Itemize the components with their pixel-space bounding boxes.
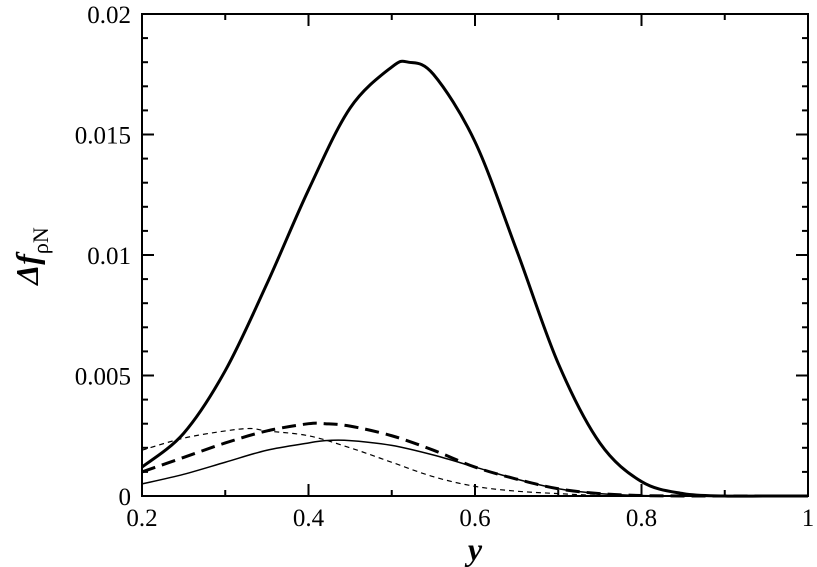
y-tick-label: 0.01 (87, 243, 131, 270)
series-line-thin-dashed (141, 427, 808, 497)
y-tick-label: 0.015 (75, 123, 131, 150)
y-axis-title-subscript: ρN (28, 227, 53, 254)
curves-group (141, 59, 808, 498)
y-tick-label: 0.02 (87, 2, 131, 29)
y-axis-title: ΔfρN (9, 227, 53, 287)
x-tick-label: 0.2 (126, 505, 157, 532)
plot-frame (141, 13, 809, 497)
ticks-group (141, 13, 809, 497)
x-tick-label: 1 (802, 505, 815, 532)
y-tick-label: 0 (119, 484, 132, 511)
y-axis-title-main: Δf (9, 251, 45, 287)
tick-labels-group: 0.2 0.4 0.6 0.8 1 0 0.005 0.01 0.015 0.02 (75, 2, 815, 532)
x-tick-label: 0.8 (626, 505, 657, 532)
series-line-thick-solid (141, 59, 808, 498)
x-tick-label: 0.4 (293, 505, 325, 532)
series-line-thick-dashed (141, 421, 808, 498)
x-axis-title: y (464, 531, 483, 567)
y-tick-label: 0.005 (75, 364, 131, 391)
x-tick-label: 0.6 (459, 505, 490, 532)
